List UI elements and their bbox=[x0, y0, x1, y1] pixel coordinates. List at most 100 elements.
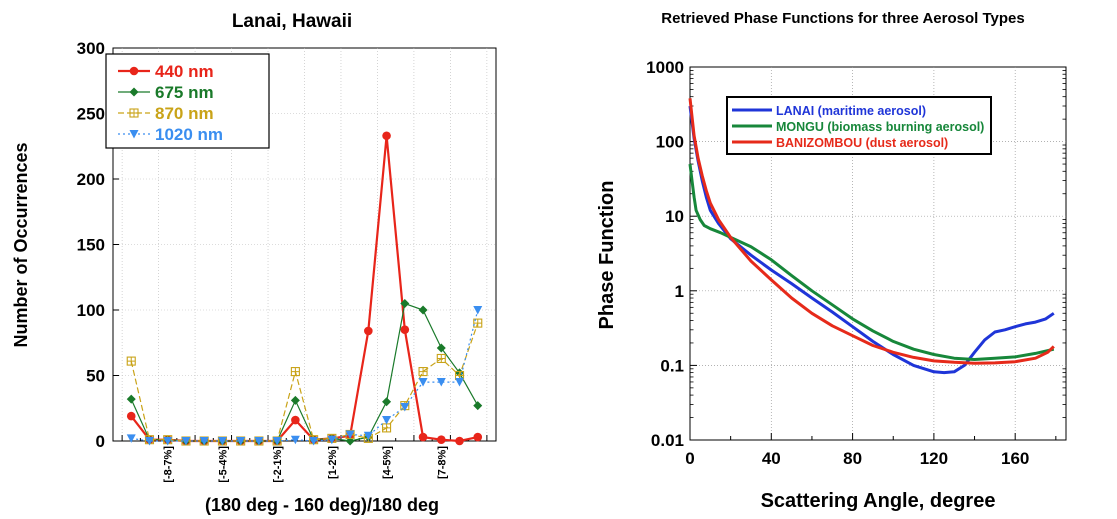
left-x-tick-label: [7-8%] bbox=[436, 446, 448, 479]
left-legend-item-675-nm: 675 nm bbox=[118, 83, 214, 102]
right-x-tick-label: 0 bbox=[685, 449, 694, 468]
right-x-ticks: 0 40 80 120 160 bbox=[685, 433, 1057, 468]
left-data-point bbox=[400, 298, 410, 308]
left-legend-label: 1020 nm bbox=[155, 125, 223, 144]
left-data-point bbox=[455, 436, 464, 446]
left-data-point bbox=[345, 430, 355, 439]
left-data-point bbox=[126, 434, 136, 443]
left-grid bbox=[113, 48, 496, 441]
right-legend-label: LANAI (maritime aerosol) bbox=[776, 104, 926, 118]
left-data-point bbox=[290, 435, 300, 445]
left-series-group bbox=[126, 131, 483, 446]
left-data-point bbox=[418, 367, 428, 377]
left-data-point bbox=[126, 394, 136, 404]
left-data-point bbox=[364, 326, 373, 336]
left-data-point bbox=[473, 432, 483, 442]
left-legend-label: 675 nm bbox=[155, 83, 214, 102]
right-legend-label: BANIZOMBOU (dust aerosol) bbox=[776, 136, 948, 150]
left-data-point bbox=[290, 367, 300, 377]
left-data-point bbox=[382, 423, 392, 433]
right-x-tick-label: 160 bbox=[1001, 449, 1029, 468]
right-series-group bbox=[688, 98, 1055, 375]
left-data-point bbox=[436, 435, 446, 444]
left-data-point bbox=[400, 325, 410, 334]
right-series-banizombou-dust-aerosol bbox=[688, 98, 1055, 365]
left-data-point bbox=[363, 431, 373, 441]
left-data-point bbox=[382, 397, 392, 407]
right-y-tick-label: 100 bbox=[656, 133, 684, 152]
right-legend-item-banizombou-dust-aerosol: BANIZOMBOU (dust aerosol) bbox=[732, 136, 948, 150]
left-legend: 440 nm 675 nm 870 nm 1020 nm bbox=[105, 53, 270, 149]
right-legend-item-lanai-maritime-aerosol: LANAI (maritime aerosol) bbox=[732, 104, 926, 118]
right-legend-label: MONGU (biomass burning aerosol) bbox=[776, 120, 984, 134]
left-y-tick-label: 250 bbox=[77, 105, 105, 124]
left-legend-item-870-nm: 870 nm bbox=[118, 104, 214, 123]
left-data-point bbox=[199, 437, 209, 446]
left-data-point bbox=[291, 415, 300, 425]
left-x-ticks: [-8-7%] [-5-4%] [-2-1%] [1-2%] [4-5%] [7-8%] bbox=[121, 435, 488, 483]
left-data-point bbox=[436, 343, 446, 353]
left-data-point bbox=[309, 437, 319, 446]
right-x-axis-label: Scattering Angle, degree bbox=[761, 490, 996, 512]
right-y-axis-label: Phase Function bbox=[596, 181, 618, 330]
right-series-mongu-biomass-burning-aerosol bbox=[688, 163, 1055, 361]
left-x-tick-label: [4-5%] bbox=[382, 446, 394, 479]
left-data-point bbox=[217, 437, 227, 446]
right-x-tick-label: 120 bbox=[920, 449, 948, 468]
left-data-point bbox=[382, 131, 391, 141]
left-series-line bbox=[131, 309, 479, 442]
left-legend-swatch-marker bbox=[129, 130, 139, 139]
left-data-point bbox=[144, 437, 154, 446]
left-legend-swatch-marker bbox=[129, 108, 139, 118]
left-x-tick-label: [-5-4%] bbox=[217, 446, 229, 483]
right-y-tick-label: 1000 bbox=[646, 58, 684, 77]
left-legend-label: 440 nm bbox=[155, 62, 214, 81]
right-legend-item-mongu-biomass-burning-aerosol: MONGU (biomass burning aerosol) bbox=[732, 120, 984, 134]
left-data-point bbox=[236, 437, 246, 446]
left-data-point bbox=[290, 395, 300, 405]
left-chart-title: Lanai, Hawaii bbox=[232, 11, 352, 32]
left-x-axis-label: (180 deg - 160 deg)/180 deg bbox=[205, 495, 439, 515]
left-data-point bbox=[418, 432, 428, 442]
left-data-point bbox=[473, 401, 483, 411]
left-legend-item-440-nm: 440 nm bbox=[118, 62, 214, 81]
right-chart-title: Retrieved Phase Functions for three Aero… bbox=[661, 10, 1024, 27]
right-y-tick-label: 1 bbox=[675, 282, 684, 301]
right-y-tick-label: 0.1 bbox=[660, 356, 684, 375]
left-data-point bbox=[436, 378, 446, 387]
left-data-point bbox=[400, 402, 410, 412]
right-x-tick-label: 40 bbox=[762, 449, 781, 468]
left-legend-label: 870 nm bbox=[155, 104, 214, 123]
left-legend-swatch-marker bbox=[129, 87, 139, 97]
left-y-tick-label: 100 bbox=[77, 301, 105, 320]
left-x-tick-label: [1-2%] bbox=[327, 446, 339, 479]
left-data-point bbox=[382, 416, 392, 425]
left-y-tick-label: 300 bbox=[77, 39, 105, 58]
left-data-point bbox=[473, 318, 483, 328]
left-data-point bbox=[272, 437, 282, 446]
right-legend: LANAI (maritime aerosol) MONGU (biomass b… bbox=[726, 96, 992, 155]
right-y-tick-label: 0.01 bbox=[651, 431, 684, 450]
right-y-tick-label: 10 bbox=[665, 207, 684, 226]
left-data-point bbox=[436, 353, 446, 364]
left-data-point bbox=[126, 356, 136, 366]
left-y-ticks: 0 50 100 150 200 250 300 bbox=[77, 39, 119, 451]
left-data-point bbox=[327, 435, 337, 445]
left-data-point bbox=[418, 378, 428, 387]
left-y-tick-label: 200 bbox=[77, 170, 105, 189]
right-grid bbox=[690, 67, 1066, 440]
left-data-point bbox=[473, 306, 483, 315]
left-data-point bbox=[455, 378, 465, 387]
left-y-tick-label: 150 bbox=[77, 236, 105, 255]
left-x-tick-label: [-8-7%] bbox=[163, 446, 175, 483]
left-data-point bbox=[418, 305, 428, 315]
left-y-tick-label: 0 bbox=[96, 432, 105, 451]
right-plot-frame bbox=[689, 66, 1067, 441]
right-x-tick-label: 80 bbox=[843, 449, 862, 468]
left-y-axis-label: Number of Occurrences bbox=[11, 142, 31, 347]
left-y-tick-label: 50 bbox=[86, 367, 105, 386]
left-series-1020-nm bbox=[126, 306, 483, 446]
right-y-ticks: 0.01 0.1 1 10 100 1000 bbox=[646, 58, 1066, 450]
left-legend-swatch-marker bbox=[129, 66, 139, 76]
